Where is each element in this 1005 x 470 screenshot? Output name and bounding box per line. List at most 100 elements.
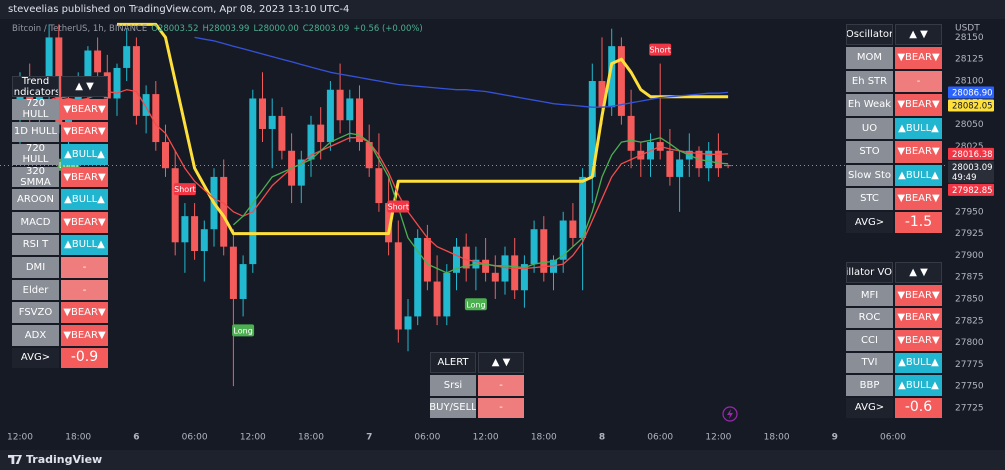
signal-badge [232,324,255,337]
candle-body [579,176,587,238]
signal-cell: - [478,397,524,418]
x-tick-label: 18:00 [764,433,790,443]
x-tick-label: 18:00 [531,433,557,443]
table-header: ▲ ▼ [61,76,108,97]
avg-label: AVG> [12,347,59,369]
signal-cell: ▼BEAR▼ [61,121,108,143]
signal-cell: ▲BULL▲ [61,234,108,256]
x-tick-label: 12:00 [240,433,266,443]
indicator-label: 720 HULL [12,144,59,165]
indicator-line [117,22,729,236]
x-tick-label: 18:00 [298,433,324,443]
price-tag-label: 28086.90 [952,88,993,98]
candle-body [239,264,247,299]
candle-body [394,242,402,330]
candle-body [462,246,470,269]
avg-value: -1.5 [895,211,942,233]
signal-cell: ▼BEAR▼ [895,188,942,210]
table-header: ▲ ▼ [478,352,524,373]
signal-badge [387,200,410,213]
signal-cell: ▼BEAR▼ [895,141,942,163]
candle-body [714,150,722,169]
x-tick-label: 6 [133,433,139,443]
indicator-label: AROON [12,189,59,210]
y-tick-label: 27850 [955,294,984,304]
ohlc-value: O28003.52 [151,24,199,34]
candle-body [588,81,596,177]
indicator-label: CCI [846,330,893,351]
publisher-bar: steveelias published on TradingView.com,… [0,0,1005,19]
candle-body [520,264,528,291]
symbol-legend: Bitcoin / TetherUS, 1h, BINANCE O28003.5… [12,24,423,34]
signal-badge [173,183,196,196]
price-tag-countdown: 49:49 [952,173,977,183]
x-tick-label: 8 [599,433,605,443]
y-tick-label: 27750 [955,382,984,392]
signal-cell: ▼BEAR▼ [61,99,108,120]
candle-body [617,46,625,116]
candle-body [268,115,276,129]
brand[interactable]: TradingView [26,453,103,466]
signal-cell: ▼BEAR▼ [61,302,108,323]
avg-value: -0.6 [895,397,942,418]
y-tick-label: 27900 [955,251,984,261]
y-tick-label: 27875 [955,273,984,283]
signal-cell: - [61,257,108,278]
indicator-label: UO [846,117,893,139]
signal-cell: ▲BULL▲ [895,352,942,373]
candle-body [220,176,228,247]
indicator-line [232,132,729,274]
indicator-label: TVI [846,352,893,373]
candle-body [414,237,422,317]
publisher-text: steveelias published on TradingView.com,… [8,4,350,15]
candle-body [559,220,567,260]
signal-cell: - [61,279,108,301]
signal-cell: ▼BEAR▼ [895,94,942,116]
indicator-label: Slow Sto [846,164,893,186]
signal-label: Short [174,185,195,194]
price-tag [948,147,994,160]
logo[interactable] [8,455,22,464]
indicator-label: STC [846,188,893,210]
x-tick-label: 12:00 [705,433,731,443]
table-header: ALERT [430,352,476,373]
candle-body [423,237,431,282]
candle-body [540,229,548,273]
signal-label: Long [59,161,78,170]
indicator-label: MACD [12,212,59,233]
table-header: ▲ ▼ [895,24,942,45]
indicator-label: MFI [846,285,893,306]
indicator-label: Srsi [430,375,476,396]
candle-body [259,98,266,129]
signal-label: Long [466,300,485,309]
candle-body [598,81,606,108]
y-tick-label: 28050 [955,120,984,130]
signal-cell: ▼BEAR▼ [895,307,942,328]
symbol: Bitcoin / TetherUS, 1h, BINANCE [12,24,148,34]
candle-body [191,216,199,252]
indicator-label: DMI [12,257,59,278]
signal-cell: - [895,70,942,92]
indicator-line [19,89,729,270]
price-tag [948,86,994,99]
x-tick-label: 12:00 [7,433,33,443]
price-tag-label: 28082.05 [952,101,993,111]
alert-icon[interactable] [722,406,738,422]
indicator-label: 720 HULL [12,99,59,120]
table-header: ▲ ▼ [895,262,942,283]
x-tick-label: 7 [366,433,372,443]
candle-body [482,259,490,273]
avg-label: AVG> [846,397,893,418]
indicator-label: Elder [12,279,59,301]
y-tick-label: 27925 [955,229,984,239]
y-tick-label: 27725 [955,403,984,413]
table-header: Oscillator [846,24,893,45]
candle-body [162,142,169,169]
signal-label: Short [649,46,670,55]
y-tick-label: 28125 [955,55,984,65]
candle-body [705,150,713,169]
candle-body [200,229,208,252]
price-tag-label: 28003.09 [952,163,993,173]
